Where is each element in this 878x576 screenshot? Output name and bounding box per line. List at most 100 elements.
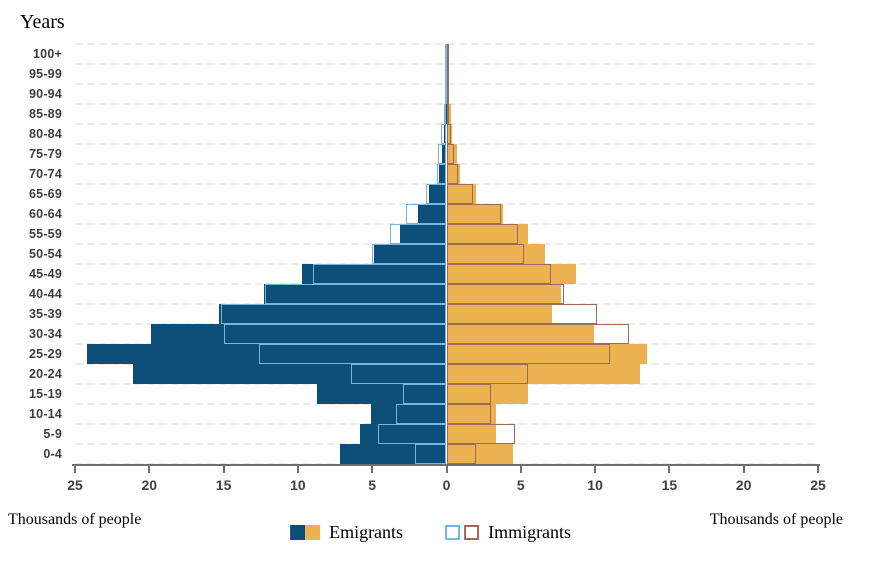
legend-emigrants-swatches: [290, 524, 321, 540]
x-tick-label: 10: [290, 477, 306, 493]
age-axis-label: 20-24: [29, 367, 62, 381]
bar-immigrant-left-outline: [438, 144, 447, 164]
bar-emigrant-left: [400, 224, 447, 244]
bar-immigrant-left-outline: [351, 364, 447, 384]
bar-emigrant-right: [446, 124, 453, 144]
x-axis-tick-icon: [817, 466, 819, 473]
x-tick-label: 5: [516, 477, 525, 493]
bar-immigrant-right-outline: [446, 284, 564, 304]
x-axis-tick-icon: [594, 466, 597, 473]
age-axis-label: 30-34: [29, 327, 62, 341]
bar-immigrant-right-outline: [446, 64, 449, 84]
legend-label-emigrants: Emigrants: [329, 522, 404, 542]
age-axis-label: 95-99: [29, 67, 62, 81]
age-axis-label: 5-9: [43, 427, 62, 441]
bar-emigrant-left: [86, 344, 447, 364]
bar-emigrant-right: [446, 344, 648, 364]
bar-immigrant-right-outline: [446, 344, 610, 364]
x-axis-tick-icon: [519, 466, 522, 473]
immigrants-left-outline-swatch-icon: [445, 524, 461, 540]
bar-immigrant-right-outline: [446, 244, 524, 264]
x-tick-label: 20: [141, 477, 158, 493]
age-axis-label: 45-49: [29, 267, 62, 281]
age-axis-label: 100+: [33, 47, 62, 61]
bar-immigrant-left-outline: [415, 444, 447, 464]
bar-immigrant-left-outline: [223, 324, 447, 344]
bar-emigrant-left: [339, 444, 447, 464]
chart-title: Years: [20, 11, 65, 33]
bar-immigrant-left-outline: [425, 184, 447, 204]
axis-unit-label-left: Thousands of people: [8, 511, 142, 528]
x-axis-tick-icon: [296, 466, 299, 473]
age-axis-label: 50-54: [29, 247, 62, 261]
bar-immigrant-left-outline: [443, 104, 447, 124]
axis-unit-label-right: Thousands of people: [709, 511, 843, 528]
bar-emigrant-right: [446, 404, 496, 424]
age-axis-label: 80-84: [29, 127, 62, 141]
bar-emigrant-right: [446, 284, 561, 304]
bar-immigrant-right-outline: [446, 44, 449, 64]
age-axis-label: 60-64: [29, 207, 62, 221]
x-axis-tick-icon: [668, 466, 671, 473]
bar-immigrant-right-outline: [446, 364, 529, 384]
legend-item-immigrants: Immigrants: [445, 522, 571, 542]
bar-immigrant-left-outline: [406, 204, 447, 224]
bar-immigrant-right-outline: [446, 424, 515, 444]
bar-emigrant-left: [439, 164, 447, 184]
x-axis-tick-icon: [742, 466, 745, 473]
bar-immigrant-right-outline: [446, 104, 450, 124]
bar-emigrant-left: [444, 124, 447, 144]
bar-emigrant-left: [418, 204, 447, 224]
bar-emigrant-left: [263, 284, 447, 304]
bar-immigrant-right-outline: [446, 204, 502, 224]
bar-immigrant-right-outline: [446, 304, 597, 324]
x-tick-label: 20: [735, 477, 752, 493]
bar-immigrant-left-outline: [440, 124, 447, 144]
x-axis-tick-icon: [74, 466, 76, 473]
legend-immigrants-swatches: [445, 524, 480, 540]
bar-emigrant-left: [317, 384, 447, 404]
bar-emigrant-right: [446, 244, 545, 264]
bar-emigrant-left: [373, 244, 447, 264]
age-axis-label: 40-44: [29, 287, 62, 301]
bar-immigrant-right-outline: [446, 264, 551, 284]
legend: Emigrants Immigrants: [290, 522, 571, 542]
bar-immigrant-left-outline: [378, 424, 447, 444]
age-axis-label: 15-19: [29, 387, 62, 401]
bar-emigrant-right: [446, 324, 594, 344]
bar-emigrant-right: [446, 444, 514, 464]
age-axis-label: 85-89: [29, 107, 62, 121]
bar-immigrant-right-outline: [446, 324, 630, 344]
age-axis-label: 90-94: [29, 87, 62, 101]
bar-immigrant-left-outline: [259, 344, 447, 364]
bar-emigrant-left: [302, 264, 447, 284]
bar-immigrant-right-outline: [446, 124, 451, 144]
x-axis-tick-icon: [148, 466, 151, 473]
bar-immigrant-right-outline: [446, 184, 474, 204]
bar-emigrant-left: [219, 304, 447, 324]
bar-emigrant-left: [150, 324, 447, 344]
bar-emigrant-left: [360, 424, 447, 444]
bar-immigrant-left-outline: [444, 84, 447, 104]
x-tick-label: 0: [442, 477, 451, 493]
bar-immigrant-right-outline: [446, 444, 477, 464]
bar-emigrant-left: [428, 184, 447, 204]
bar-emigrant-left: [442, 144, 447, 164]
emigrants-right-color-swatch-icon: [305, 524, 321, 540]
bar-immigrant-right-outline: [446, 144, 454, 164]
age-axis-label: 25-29: [29, 347, 62, 361]
bar-emigrant-right: [446, 144, 457, 164]
bar-emigrant-left: [370, 404, 447, 424]
bar-emigrant-right: [446, 264, 576, 284]
x-tick-label: 10: [587, 477, 603, 493]
bar-immigrant-right-outline: [446, 164, 459, 184]
bar-immigrant-left-outline: [265, 284, 447, 304]
x-axis-tick-icon: [222, 466, 225, 473]
bar-immigrant-right-outline: [446, 404, 492, 424]
bar-emigrant-right: [446, 224, 529, 244]
x-axis-line: [72, 464, 820, 466]
bar-emigrant-right: [446, 164, 460, 184]
age-axis-label: 75-79: [29, 147, 62, 161]
age-axis-label: 70-74: [29, 167, 62, 181]
